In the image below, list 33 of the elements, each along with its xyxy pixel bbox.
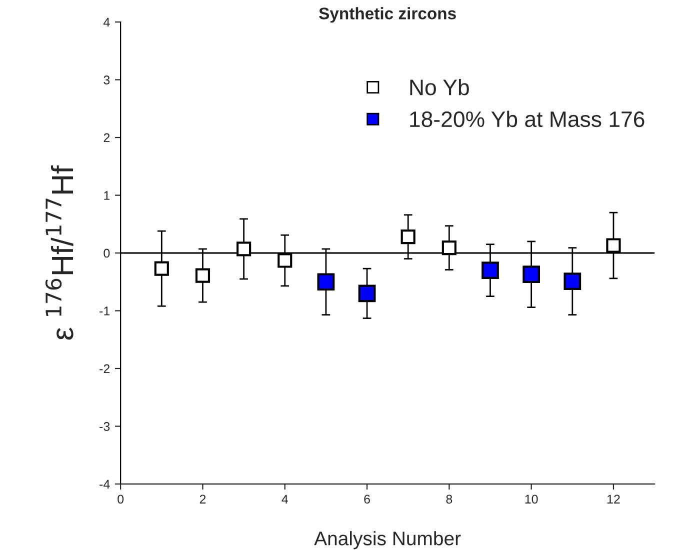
x-tick-label: 4 bbox=[282, 494, 288, 504]
legend-label: No Yb bbox=[410, 78, 469, 96]
x-tick-label: 0 bbox=[118, 494, 124, 504]
y-tick-label: -1 bbox=[100, 306, 110, 316]
y-tick-label: 0 bbox=[104, 248, 110, 258]
point bbox=[400, 230, 416, 244]
point bbox=[482, 262, 499, 280]
y-tick-label: -3 bbox=[100, 422, 110, 431]
point bbox=[236, 242, 252, 256]
y-tick-label: 4 bbox=[103, 18, 110, 27]
point bbox=[317, 273, 335, 291]
y-axis-title: ε $^{176}$Hf/$^{177}$Hf bbox=[45, 165, 74, 340]
y-tick-label: 1 bbox=[104, 191, 110, 200]
point bbox=[358, 284, 376, 302]
chart-title: Synthetic zircons bbox=[319, 7, 456, 23]
x-tick-label: 8 bbox=[446, 494, 452, 504]
x-tick-label: 6 bbox=[364, 494, 370, 504]
point bbox=[606, 238, 621, 253]
x-tick-label: 2 bbox=[200, 494, 206, 504]
point bbox=[522, 266, 540, 284]
point bbox=[564, 272, 582, 290]
point bbox=[195, 268, 210, 283]
y-tick-label: 3 bbox=[104, 76, 110, 84]
x-axis-title: Analysis Number bbox=[314, 531, 461, 550]
point bbox=[154, 261, 169, 276]
y-tick-label: 2 bbox=[104, 133, 110, 142]
x-tick-label: 12 bbox=[607, 494, 620, 504]
y-tick-label: -4 bbox=[100, 480, 110, 489]
legend-label: 18-20% Yb at Mass 176 bbox=[410, 110, 644, 128]
x-tick-label: 10 bbox=[525, 494, 538, 504]
point bbox=[442, 240, 456, 256]
point bbox=[278, 253, 292, 268]
y-tick-label: -2 bbox=[100, 364, 110, 374]
